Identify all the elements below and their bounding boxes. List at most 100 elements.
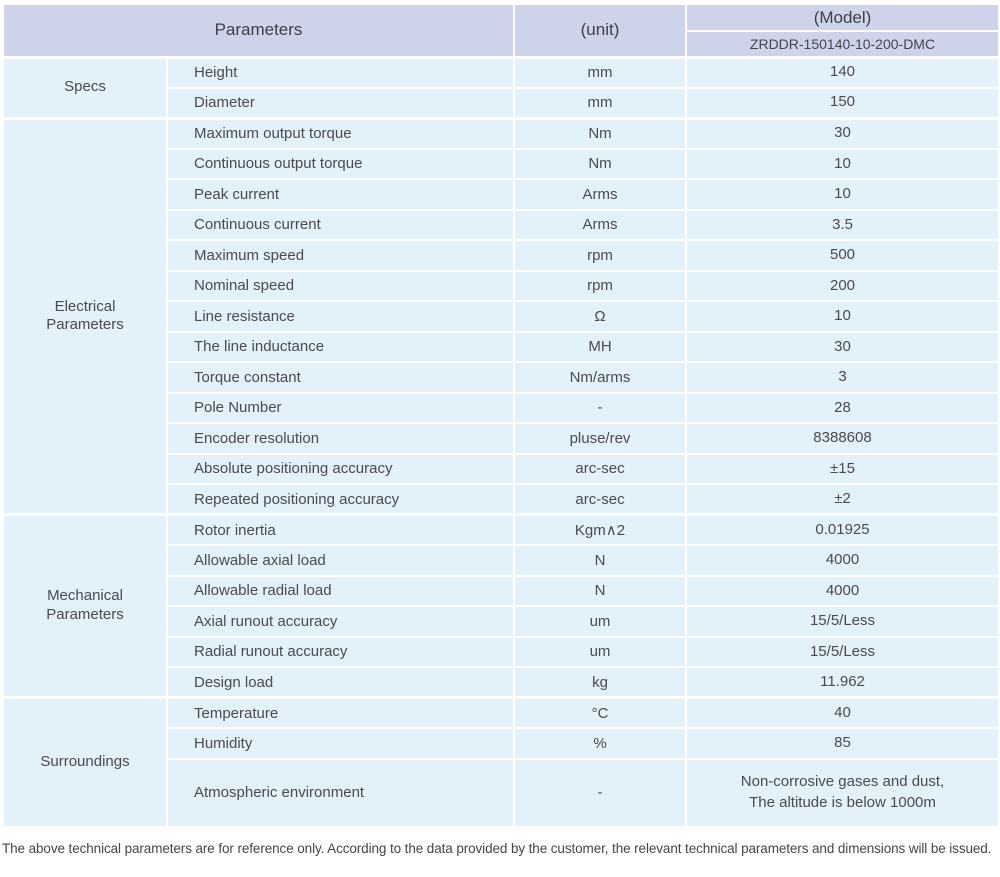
parameter-name-cell: Design load [166,666,515,699]
parameter-name-cell: The line inductance [166,330,515,363]
parameter-name-cell: Torque constant [166,361,515,394]
unit-cell: Ω [513,300,687,333]
table-header: Parameters (unit) (Model) ZRDDR-150140-1… [2,3,1000,58]
parameter-name-cell: Allowable axial load [166,544,515,577]
table-row: Design load kg 11.962 [3,666,1000,699]
parameter-name-cell: Peak current [166,178,515,211]
table-row: Torque constant Nm/arms 3 [3,361,1000,394]
unit-cell: kg [513,666,687,699]
parameter-name-cell: Repeated positioning accuracy [166,483,515,516]
table-row: Encoder resolution pluse/rev 8388608 [3,422,1000,455]
table-row: Atmospheric environment - Non-corrosive ga… [3,757,1000,828]
parameter-name-cell: Line resistance [166,300,515,333]
value-cell: 150 [685,86,1000,119]
table-row: Maximum speed rpm 500 [3,239,1000,272]
parameter-name-cell: Atmospheric environment [166,757,515,828]
spec-table-wrap: Parameters (unit) (Model) ZRDDR-150140-1… [2,3,1000,828]
footer-note: The above technical parameters are for r… [2,840,992,856]
value-cell: 28 [685,391,1000,424]
table-row: Peak current Arms 10 [3,178,1000,211]
value-cell: 30 [685,330,1000,363]
value-cell: 10 [685,147,1000,180]
unit-cell: Arms [513,178,687,211]
value-cell: 30 [685,116,1000,150]
unit-cell: N [513,544,687,577]
section-label-electrical-parameters: Electrical Parameters [2,116,168,516]
parameter-name-cell: Continuous current [166,208,515,241]
table-row: Mechanical Parameters Rotor inertia Kgm∧2 0… [2,513,1000,699]
header-row-2: ZRDDR-150140-10-200-DMC [3,30,1000,58]
table-row: Electrical Parameters Maximum output torq… [2,116,1000,516]
unit-cell: mm [513,86,687,119]
unit-cell: Nm [513,116,687,150]
parameter-name-cell: Radial runout accuracy [166,635,515,668]
header-model: (Model) [685,3,1000,32]
parameter-name-cell: Pole Number [166,391,515,424]
unit-cell: Arms [513,208,687,241]
section-label-mechanical-parameters: Mechanical Parameters [2,513,168,699]
unit-cell: % [513,727,687,760]
parameter-name-cell: Axial runout accuracy [166,605,515,638]
unit-cell: - [513,757,687,828]
value-cell: 15/5/Less [685,635,1000,668]
parameter-name-cell: Diameter [166,86,515,119]
value-cell: 0.01925 [685,513,1000,546]
header-model-value: ZRDDR-150140-10-200-DMC [685,30,1000,58]
table-row: Repeated positioning accuracy arc-sec ±2 [3,483,1000,516]
value-cell: 200 [685,269,1000,302]
table-row: Diameter mm 150 [3,86,1000,119]
value-cell: 4000 [685,574,1000,607]
value-cell: 15/5/Less [685,605,1000,638]
header-parameters: Parameters [2,3,515,58]
table-row: Continuous output torque Nm 10 [3,147,1000,180]
table-row: Allowable axial load N 4000 [3,544,1000,577]
unit-cell: Nm [513,147,687,180]
unit-cell: Nm/arms [513,361,687,394]
table-row: Humidity% 85 [3,727,1000,760]
value-cell: 500 [685,239,1000,272]
value-cell: 3.5 [685,208,1000,241]
value-cell: 85 [685,727,1000,760]
value-cell: 10 [685,178,1000,211]
value-cell: ±2 [685,483,1000,516]
table-row: Continuous current Arms 3.5 [3,208,1000,241]
table-row: Radial runout accuracy um 15/5/Less [3,635,1000,668]
table-row: Absolute positioning accuracy arc-sec ±15 [3,452,1000,485]
spec-table-body: Specs Height mm 140 Diameter mm 150 Electrical … [2,55,1000,828]
parameter-name-cell: Allowable radial load [166,574,515,607]
value-cell: 3 [685,361,1000,394]
value-cell: 10 [685,300,1000,333]
table-row: Line resistance Ω 10 [3,300,1000,333]
parameter-name-cell: Maximum speed [166,239,515,272]
unit-cell: MH [513,330,687,363]
unit-cell: - [513,391,687,424]
parameter-name-cell: Height [166,55,515,89]
parameter-name-cell: Maximum output torque [166,116,515,150]
header-row-1: Parameters (unit) (Model) [2,3,1000,58]
unit-cell: rpm [513,269,687,302]
value-cell: Non-corrosive gases and dust, The altitu… [685,757,1000,828]
spec-table: Parameters (unit) (Model) ZRDDR-150140-1… [2,3,1000,828]
table-row: Allowable radial load N 4000 [3,574,1000,607]
unit-cell: N [513,574,687,607]
value-cell: 40 [685,696,1000,729]
table-row: The line inductance MH 30 [3,330,1000,363]
parameter-name-cell: Rotor inertia [166,513,515,546]
unit-cell: rpm [513,239,687,272]
value-cell: 8388608 [685,422,1000,455]
parameter-name-cell: Absolute positioning accuracy [166,452,515,485]
header-unit: (unit) [513,3,687,58]
unit-cell: pluse/rev [513,422,687,455]
section-label-surroundings: Surroundings [2,696,168,828]
parameter-name-cell: Temperature [166,696,515,729]
value-cell: 11.962 [685,666,1000,699]
unit-cell: um [513,635,687,668]
table-row: Surroundings Temperature °C 40 [2,696,1000,828]
value-cell: 140 [685,55,1000,89]
unit-cell: Kgm∧2 [513,513,687,546]
unit-cell: °C [513,696,687,729]
unit-cell: um [513,605,687,638]
parameter-name-cell: Encoder resolution [166,422,515,455]
value-cell: 4000 [685,544,1000,577]
